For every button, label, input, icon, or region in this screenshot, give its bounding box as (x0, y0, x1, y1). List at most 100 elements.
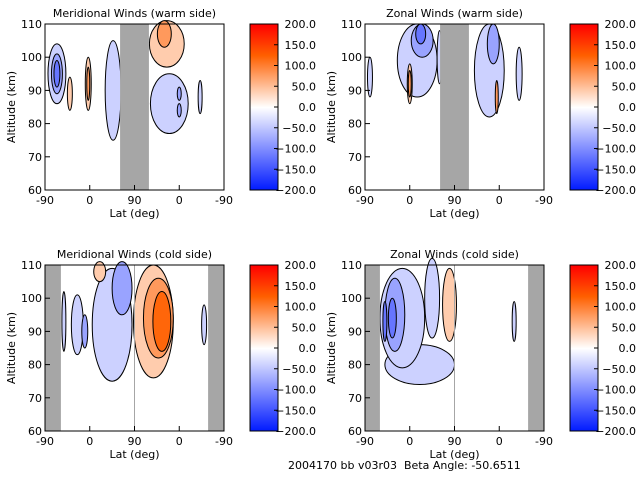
colorbar-segment (570, 48, 598, 50)
colorbar-segment (570, 368, 598, 370)
colorbar-segment (250, 107, 278, 109)
colorbar-segment (250, 185, 278, 187)
colorbar-segment (250, 288, 278, 290)
colorbar-segment (570, 43, 598, 45)
panel-title: Zonal Winds (cold side) (390, 248, 519, 261)
colorbar-segment (570, 347, 598, 349)
colorbar-segment (570, 336, 598, 338)
colorbar-segment (570, 392, 598, 394)
colorbar-tick-label: −200.0 (595, 425, 636, 438)
colorbar-segment (570, 61, 598, 63)
colorbar-segment (570, 364, 598, 366)
colorbar-segment (250, 335, 278, 337)
colorbar-segment (250, 30, 278, 32)
colorbar-segment (250, 413, 278, 415)
colorbar-segment (570, 314, 598, 316)
colorbar-segment (570, 135, 598, 137)
colorbar-segment (570, 378, 598, 380)
colorbar-segment (570, 136, 598, 138)
colorbar-segment (250, 387, 278, 389)
colorbar-segment (250, 55, 278, 57)
colorbar-segment (250, 49, 278, 51)
colorbar-segment (250, 324, 278, 326)
colorbar-segment (250, 84, 278, 86)
y-tick-label: 70 (28, 392, 42, 405)
colorbar-segment (250, 426, 278, 428)
colorbar-segment (250, 273, 278, 275)
colorbar-segment (570, 396, 598, 398)
colorbar-segment (250, 374, 278, 376)
contour-level (176, 103, 182, 118)
colorbar-segment (570, 294, 598, 296)
colorbar-segment (250, 313, 278, 315)
colorbar-segment (250, 41, 278, 43)
colorbar-segment (570, 105, 598, 107)
colorbar-segment (570, 421, 598, 423)
colorbar-segment (570, 276, 598, 278)
colorbar-segment (570, 345, 598, 347)
colorbar-segment (570, 422, 598, 424)
colorbar-segment (570, 36, 598, 38)
colorbar-tick-label: −100.0 (595, 384, 636, 397)
colorbar-segment (250, 29, 278, 31)
colorbar-segment (570, 428, 598, 430)
colorbar-segment (250, 177, 278, 179)
colorbar-segment (570, 67, 598, 69)
colorbar-segment (250, 156, 278, 158)
colorbar-segment (250, 367, 278, 369)
colorbar-segment (250, 314, 278, 316)
y-tick-label: 70 (348, 151, 362, 164)
colorbar-tick-label: 200.0 (285, 259, 317, 272)
colorbar-tick-label: −50.0 (602, 122, 636, 135)
colorbar-segment (250, 382, 278, 384)
colorbar-segment (250, 139, 278, 141)
colorbar-tick-label: 100.0 (285, 301, 317, 314)
colorbar-segment (570, 292, 598, 294)
colorbar-segment (570, 31, 598, 33)
colorbar-segment (250, 392, 278, 394)
colorbar-segment (250, 361, 278, 363)
colorbar-segment (570, 121, 598, 123)
colorbar-segment (570, 324, 598, 326)
colorbar-segment (250, 134, 278, 136)
colorbar-segment (570, 82, 598, 84)
colorbar-segment (250, 272, 278, 274)
colorbar-segment (250, 63, 278, 65)
colorbar-segment (250, 368, 278, 370)
colorbar-segment (570, 49, 598, 51)
colorbar-segment (250, 127, 278, 129)
colorbar-segment (570, 37, 598, 39)
colorbar-segment (570, 419, 598, 421)
colorbar-segment (250, 265, 278, 267)
colorbar-segment (250, 385, 278, 387)
contour-level (53, 60, 61, 88)
colorbar-segment (570, 384, 598, 386)
colorbar-segment (250, 122, 278, 124)
colorbar-segment (250, 369, 278, 371)
colorbar-segment (250, 96, 278, 98)
colorbar-segment (570, 358, 598, 360)
colorbar-segment (570, 375, 598, 377)
colorbar-segment (250, 159, 278, 161)
colorbar-segment (250, 181, 278, 183)
colorbar-segment (570, 166, 598, 168)
colorbar-segment (570, 409, 598, 411)
colorbar-segment (250, 429, 278, 431)
x-tick-label: 90 (128, 194, 142, 207)
colorbar-segment (250, 282, 278, 284)
colorbar-segment (250, 151, 278, 153)
colorbar-segment (250, 388, 278, 390)
colorbar-segment (570, 117, 598, 119)
contour-level (486, 23, 500, 65)
colorbar-segment (250, 157, 278, 159)
colorbar-segment (250, 393, 278, 395)
colorbar-segment (570, 382, 598, 384)
colorbar-segment (250, 173, 278, 175)
colorbar-segment (250, 172, 278, 174)
colorbar-segment (250, 25, 278, 27)
colorbar-segment (570, 340, 598, 342)
colorbar-segment (570, 155, 598, 157)
colorbar-segment (570, 28, 598, 30)
colorbar-segment (570, 308, 598, 310)
colorbar-segment (250, 337, 278, 339)
